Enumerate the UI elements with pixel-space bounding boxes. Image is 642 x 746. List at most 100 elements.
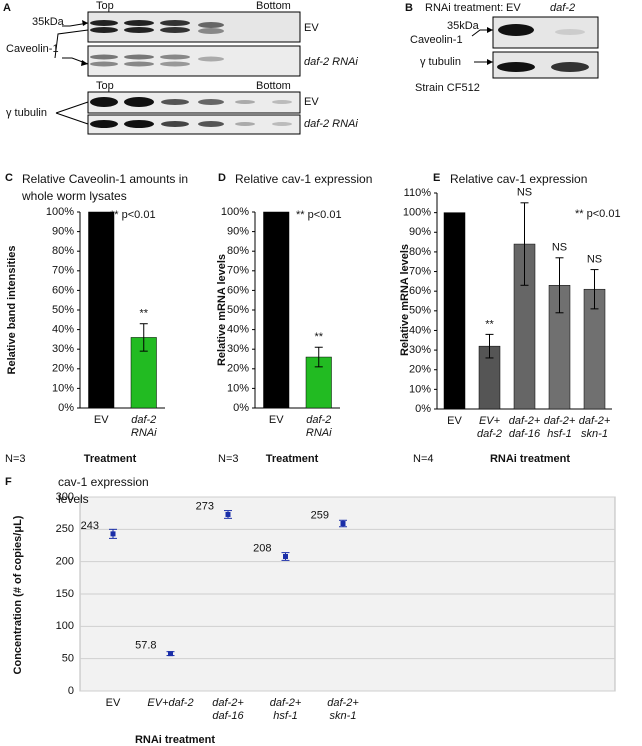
chart-title: cav-1 expression levels: [58, 475, 149, 506]
lane-label: daf-2 RNAi: [304, 118, 358, 130]
significance-label: **: [314, 331, 323, 343]
x-tick-label: EV+ daf-2: [476, 415, 503, 440]
value-label: 208: [253, 542, 271, 554]
panel-label: C: [5, 172, 13, 184]
y-tick-label: 60%: [52, 284, 74, 296]
x-tick-label: EV+daf-2: [147, 697, 194, 709]
y-tick-label: 10%: [409, 383, 431, 395]
y-tick-label: 110%: [404, 187, 432, 199]
y-tick-label: 20%: [52, 363, 74, 375]
y-tick-label: 300: [56, 491, 74, 503]
x-tick-label: EV: [447, 415, 462, 427]
lane-label: EV: [304, 96, 319, 108]
chart-title: Relative cav-1 expression: [235, 172, 373, 186]
y-tick-label: 0%: [233, 402, 249, 414]
y-axis-label: Relative band intensities: [6, 246, 18, 375]
x-tick-label: daf-2+ daf-16: [508, 415, 541, 440]
protein-label: Caveolin-1: [6, 43, 59, 55]
marker-label: 35kDa: [447, 20, 480, 32]
panel-label: F: [5, 476, 12, 488]
y-tick-label: 40%: [227, 324, 249, 336]
marker-label: 35kDa: [32, 16, 65, 28]
y-tick-label: 100: [56, 620, 74, 632]
x-tick-label: EV: [105, 697, 121, 709]
x-tick-label: daf-2+ skn-1: [327, 697, 359, 722]
bar: [88, 211, 115, 409]
n-label: N=3: [5, 453, 26, 465]
y-tick-label: 70%: [227, 265, 249, 277]
y-tick-label: 10%: [227, 382, 249, 394]
value-label: 243: [81, 520, 99, 532]
n-label: N=3: [218, 453, 239, 465]
y-tick-label: 80%: [52, 245, 74, 257]
y-tick-label: 100%: [46, 206, 74, 218]
annotation: ** p<0.01: [110, 209, 156, 221]
n-label: N=4: [413, 453, 434, 465]
y-tick-label: 40%: [409, 324, 431, 336]
protein-label: γ tubulin: [6, 107, 47, 119]
x-tick-label: daf-2 RNAi: [130, 414, 157, 439]
y-tick-label: 50%: [409, 305, 431, 317]
y-tick-label: 100%: [403, 207, 431, 219]
chart-title: Relative cav-1 expression: [450, 172, 588, 186]
y-tick-label: 30%: [227, 343, 249, 355]
lane-label: EV: [304, 22, 319, 34]
bar: [263, 211, 290, 409]
chart-title: Relative Caveolin-1 amounts in whole wor…: [22, 172, 189, 203]
y-tick-label: 40%: [52, 324, 74, 336]
y-tick-label: 50: [62, 653, 74, 665]
y-tick-label: 30%: [409, 344, 431, 356]
y-tick-label: 90%: [52, 226, 74, 238]
bar: [443, 212, 466, 410]
x-axis-label: RNAi treatment: [490, 453, 570, 465]
x-tick-label: daf-2+ hsf-1: [543, 415, 576, 440]
protein-label: Caveolin-1: [410, 34, 463, 46]
y-tick-label: 50%: [52, 304, 74, 316]
strain-label: Strain CF512: [415, 82, 480, 94]
blot-top: Top: [96, 0, 114, 12]
lane-label: daf-2 RNAi: [304, 56, 358, 68]
blot-bottom: Bottom: [256, 0, 291, 12]
x-tick-label: daf-2 RNAi: [305, 414, 332, 439]
y-tick-label: 30%: [52, 343, 74, 355]
y-tick-label: 80%: [227, 245, 249, 257]
y-tick-label: 100%: [221, 206, 249, 218]
panel-label: D: [218, 172, 226, 184]
significance-label: NS: [587, 253, 602, 265]
value-label: 259: [311, 509, 329, 521]
y-tick-label: 10%: [52, 382, 74, 394]
blot-b: [471, 16, 599, 79]
y-tick-label: 70%: [409, 265, 431, 277]
x-axis-label: Treatment: [266, 453, 319, 465]
treatment-label: RNAi treatment:: [425, 2, 503, 14]
panel-label: A: [3, 2, 11, 14]
blot-bottom: Bottom: [256, 80, 291, 92]
y-tick-label: 20%: [409, 364, 431, 376]
y-tick-label: 0%: [415, 403, 431, 415]
value-label: 57.8: [135, 640, 156, 652]
x-axis-label: Treatment: [84, 453, 137, 465]
y-tick-label: 20%: [227, 363, 249, 375]
y-tick-label: 50%: [227, 304, 249, 316]
x-tick-label: EV: [93, 414, 109, 426]
y-tick-label: 90%: [227, 226, 249, 238]
x-tick-label: daf-2+ hsf-1: [269, 697, 302, 722]
y-tick-label: 0%: [58, 402, 74, 414]
y-tick-label: 150: [56, 588, 74, 600]
x-tick-label: daf-2+ daf-16: [212, 697, 244, 722]
significance-label: NS: [517, 187, 532, 199]
y-axis-label: Relative mRNA levels: [216, 254, 228, 366]
y-tick-label: 250: [56, 523, 74, 535]
x-tick-label: daf-2+ skn-1: [578, 415, 611, 440]
annotation: ** p<0.01: [575, 208, 621, 220]
x-axis-label: RNAi treatment: [135, 734, 215, 746]
lane-label: daf-2: [550, 2, 575, 14]
annotation: ** p<0.01: [296, 209, 342, 221]
y-tick-label: 60%: [409, 285, 431, 297]
y-tick-label: 0: [68, 685, 74, 697]
significance-label: NS: [552, 242, 567, 254]
panel-label: E: [433, 172, 440, 184]
significance-label: **: [139, 308, 148, 320]
